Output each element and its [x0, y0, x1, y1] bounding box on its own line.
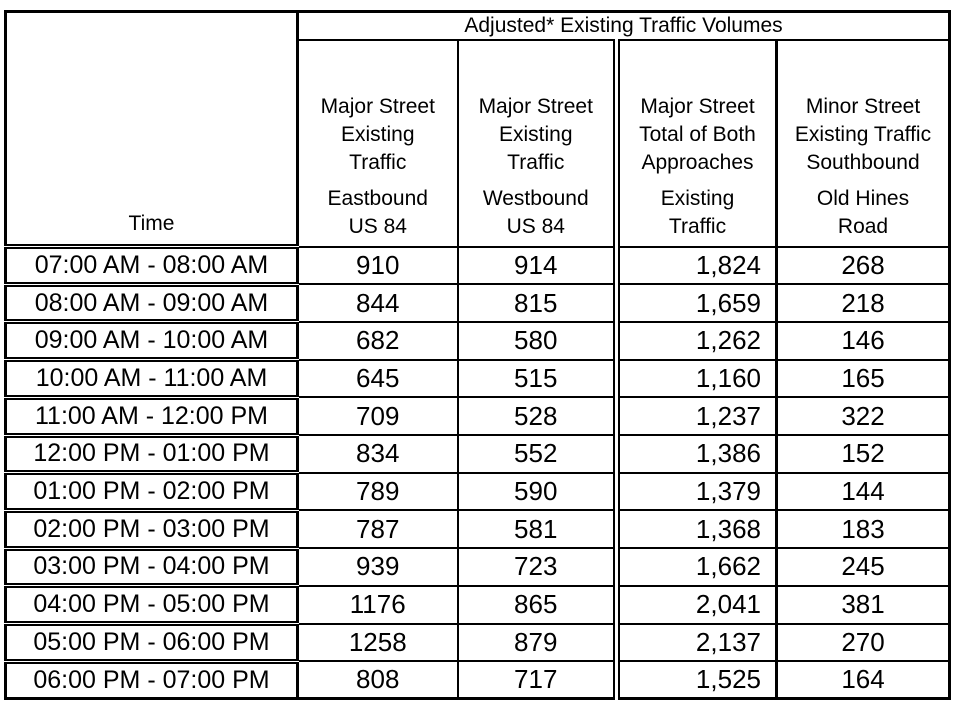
- table-row: 01:00 PM - 02:00 PM 789 590 1,379 144: [5, 472, 950, 513]
- westbound-cell: 723: [457, 548, 620, 587]
- eastbound-cell: 844: [297, 284, 459, 323]
- total-cell: 1,368: [616, 510, 778, 550]
- westbound-cell: 515: [457, 359, 620, 399]
- eastbound-cell: 787: [297, 510, 459, 550]
- minor-cell: 322: [776, 397, 950, 437]
- minor-cell: 152: [776, 435, 950, 474]
- table-row: 08:00 AM - 09:00 AM 844 815 1,659 218: [5, 284, 950, 325]
- total-cell: 1,824: [616, 246, 778, 286]
- header-text-line: Major Street Total of Both Approaches: [639, 94, 756, 174]
- minor-cell: 164: [841, 664, 885, 695]
- table-row: 05:00 PM - 06:00 PM 1258 879 2,137 270: [5, 623, 950, 664]
- total-cell: 1,662: [616, 548, 778, 587]
- westbound-cell: 580: [457, 321, 620, 361]
- westbound-cell: 581: [457, 510, 620, 550]
- westbound-cell: 865: [457, 585, 620, 625]
- col-header-total: Major Street Total of Both Approaches Ex…: [616, 39, 778, 248]
- total-cell: 2,041: [616, 585, 778, 625]
- col-header-westbound: Major Street Existing Traffic Westbound …: [457, 39, 620, 248]
- westbound-cell: 528: [457, 397, 620, 437]
- table-row: 11:00 AM - 12:00 PM 709 528 1,237 322: [5, 397, 950, 438]
- banner-row: Time Adjusted* Existing Traffic Volumes: [5, 11, 950, 249]
- westbound-cell: 879: [457, 623, 620, 663]
- table-body: 07:00 AM - 08:00 AM 910 914 1,824 268 08:00 A…: [5, 246, 950, 699]
- minor-cell: 381: [776, 585, 950, 625]
- minor-cell: 144: [776, 472, 950, 512]
- table-row: 12:00 PM - 01:00 PM 834 552 1,386 152: [5, 435, 950, 476]
- header-text-line: Westbound US 84: [482, 186, 589, 238]
- eastbound-cell: 910: [297, 246, 459, 286]
- total-cell: 1,525: [616, 661, 778, 699]
- time-cell: 08:00 AM - 09:00 AM: [5, 284, 299, 325]
- header-text-line: Existing Traffic: [660, 186, 735, 238]
- total-cell: 1,160: [616, 359, 778, 399]
- table-row: 09:00 AM - 10:00 AM 682 580 1,262 146: [5, 321, 950, 363]
- time-cell: 11:00 AM - 12:00 PM: [5, 397, 299, 438]
- eastbound-cell: 939: [297, 548, 459, 587]
- minor-cell: 268: [776, 246, 950, 286]
- time-cell: 10:00 AM - 11:00 AM: [5, 359, 299, 400]
- col-header-minor: Minor Street Existing Traffic Southbound…: [776, 39, 950, 248]
- eastbound-cell: 1176: [297, 585, 459, 625]
- minor-cell: 183: [776, 510, 950, 550]
- eastbound-cell: 645: [297, 359, 459, 399]
- time-cell: 12:00 PM - 01:00 PM: [5, 435, 299, 476]
- traffic-volumes-table: Time Adjusted* Existing Traffic Volumes …: [4, 10, 952, 700]
- westbound-cell: 552: [457, 435, 620, 474]
- time-column-header: Time: [5, 11, 299, 249]
- column-header-row: Major Street Existing Traffic Eastbound …: [6, 39, 950, 248]
- minor-cell: 146: [776, 321, 950, 361]
- minor-cell: 165: [776, 359, 950, 399]
- westbound-cell: 914: [457, 246, 620, 286]
- eastbound-cell: 789: [297, 472, 459, 512]
- minor-cell: 270: [776, 623, 950, 663]
- table-row: 07:00 AM - 08:00 AM 910 914 1,824 268: [5, 246, 950, 287]
- eastbound-cell: 1258: [297, 623, 459, 663]
- header-text-line: Old Hines Road: [816, 186, 910, 238]
- time-cell: 06:00 PM - 07:00 PM: [5, 661, 299, 699]
- table-row: 10:00 AM - 11:00 AM 645 515 1,160 165: [5, 359, 950, 400]
- table-row: 04:00 PM - 05:00 PM 1176 865 2,041 381: [5, 585, 950, 627]
- eastbound-cell: 834: [297, 435, 459, 474]
- time-cell: 03:00 PM - 04:00 PM: [5, 548, 299, 589]
- time-cell: 01:00 PM - 02:00 PM: [5, 472, 299, 513]
- time-cell: 04:00 PM - 05:00 PM: [5, 585, 299, 627]
- time-cell: 09:00 AM - 10:00 AM: [5, 321, 299, 363]
- time-cell: 05:00 PM - 06:00 PM: [5, 623, 299, 664]
- table-row: 02:00 PM - 03:00 PM 787 581 1,368 183: [5, 510, 950, 551]
- total-cell: 1,237: [616, 397, 778, 437]
- total-cell: 2,137: [616, 623, 778, 663]
- table-row: 03:00 PM - 04:00 PM 939 723 1,662 245: [5, 548, 950, 589]
- eastbound-cell: 808: [297, 661, 459, 699]
- total-cell: 1,659: [616, 284, 778, 323]
- header-text-line: Major Street Existing Traffic: [320, 94, 435, 174]
- westbound-cell: 717: [457, 661, 620, 699]
- time-cell: 07:00 AM - 08:00 AM: [5, 246, 299, 287]
- westbound-cell: 590: [457, 472, 620, 512]
- header-text-line: Minor Street Existing Traffic Southbound: [794, 94, 932, 174]
- header-text-line: Eastbound US 84: [327, 186, 428, 238]
- table-row: 06:00 PM - 07:00 PM 808 717 1,525 164: [5, 661, 950, 699]
- minor-cell: 245: [776, 548, 950, 587]
- westbound-cell: 815: [457, 284, 620, 323]
- time-cell: 02:00 PM - 03:00 PM: [5, 510, 299, 551]
- eastbound-cell: 682: [297, 321, 459, 361]
- minor-cell: 218: [776, 284, 950, 323]
- total-cell: 1,386: [616, 435, 778, 474]
- header-text-line: Major Street Existing Traffic: [478, 94, 593, 174]
- total-cell: 1,379: [616, 472, 778, 512]
- table-title: Adjusted* Existing Traffic Volumes: [297, 11, 950, 41]
- col-header-eastbound: Major Street Existing Traffic Eastbound …: [297, 39, 459, 248]
- total-cell: 1,262: [616, 321, 778, 361]
- eastbound-cell: 709: [297, 397, 459, 437]
